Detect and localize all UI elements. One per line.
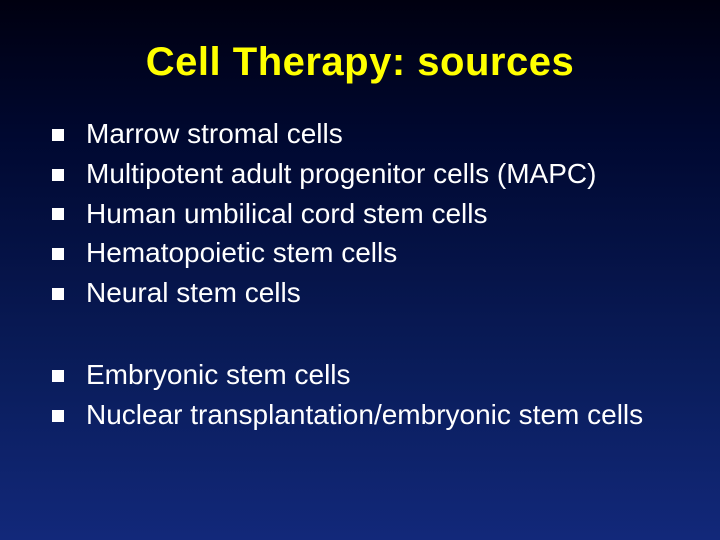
list-item: Embryonic stem cells [52, 356, 680, 394]
list-item: Hematopoietic stem cells [52, 234, 680, 272]
square-bullet-icon [52, 129, 64, 141]
list-item: Human umbilical cord stem cells [52, 195, 680, 233]
list-item-text: Multipotent adult progenitor cells (MAPC… [86, 155, 680, 193]
list-item: Multipotent adult progenitor cells (MAPC… [52, 155, 680, 193]
square-bullet-icon [52, 370, 64, 382]
list-item: Neural stem cells [52, 274, 680, 312]
list-item: Nuclear transplantation/embryonic stem c… [52, 396, 680, 434]
slide-title: Cell Therapy: sources [0, 0, 720, 115]
bullet-group: Embryonic stem cells Nuclear transplanta… [52, 356, 680, 434]
list-item-text: Nuclear transplantation/embryonic stem c… [86, 396, 680, 434]
square-bullet-icon [52, 410, 64, 422]
list-item-text: Human umbilical cord stem cells [86, 195, 680, 233]
square-bullet-icon [52, 208, 64, 220]
list-item-text: Marrow stromal cells [86, 115, 680, 153]
slide: Cell Therapy: sources Marrow stromal cel… [0, 0, 720, 540]
list-item: Marrow stromal cells [52, 115, 680, 153]
square-bullet-icon [52, 169, 64, 181]
square-bullet-icon [52, 248, 64, 260]
list-item-text: Neural stem cells [86, 274, 680, 312]
slide-content: Marrow stromal cells Multipotent adult p… [0, 115, 720, 434]
square-bullet-icon [52, 288, 64, 300]
list-item-text: Embryonic stem cells [86, 356, 680, 394]
list-item-text: Hematopoietic stem cells [86, 234, 680, 272]
bullet-group: Marrow stromal cells Multipotent adult p… [52, 115, 680, 312]
